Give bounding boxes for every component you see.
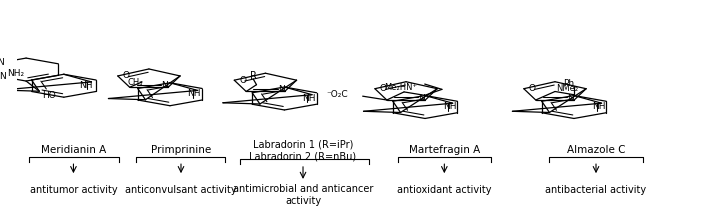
Text: O: O	[239, 76, 246, 85]
Text: NH: NH	[79, 81, 93, 90]
Text: NH: NH	[592, 102, 606, 111]
Text: antitumor activity: antitumor activity	[30, 185, 117, 195]
Text: HO: HO	[42, 91, 56, 100]
Text: O: O	[380, 84, 387, 93]
Text: N: N	[278, 85, 285, 94]
Text: N: N	[0, 72, 6, 81]
Text: R: R	[250, 71, 257, 80]
Text: antioxidant activity: antioxidant activity	[397, 185, 491, 195]
Text: antimicrobial and anticancer
activity: antimicrobial and anticancer activity	[233, 184, 373, 206]
Text: ⁻O₂C: ⁻O₂C	[327, 90, 348, 99]
Text: N: N	[0, 58, 4, 67]
Text: Primprinine: Primprinine	[151, 144, 211, 155]
Text: Martefragin A: Martefragin A	[409, 144, 480, 155]
Text: NH: NH	[303, 94, 316, 103]
Text: Almazole C: Almazole C	[567, 144, 625, 155]
Text: Meridianin A: Meridianin A	[41, 144, 106, 155]
Text: Me₂HN⁺: Me₂HN⁺	[384, 83, 417, 92]
Text: O: O	[529, 84, 536, 93]
Text: O: O	[122, 71, 129, 80]
Text: CH₃: CH₃	[127, 79, 143, 88]
Text: antibacterial activity: antibacterial activity	[545, 185, 647, 195]
Text: N: N	[419, 94, 425, 103]
Text: NH: NH	[187, 89, 200, 98]
Text: NMe₂: NMe₂	[556, 84, 578, 93]
Text: N: N	[568, 94, 574, 103]
Text: Ph: Ph	[563, 79, 574, 88]
Text: NH₂: NH₂	[7, 69, 25, 78]
Text: N: N	[161, 81, 168, 90]
Text: NH: NH	[443, 102, 457, 111]
Text: Labradorin 1 (R=iPr)
Labradorin 2 (R=nBu): Labradorin 1 (R=iPr) Labradorin 2 (R=nBu…	[250, 140, 356, 161]
Text: anticonvulsant activity: anticonvulsant activity	[125, 185, 237, 195]
